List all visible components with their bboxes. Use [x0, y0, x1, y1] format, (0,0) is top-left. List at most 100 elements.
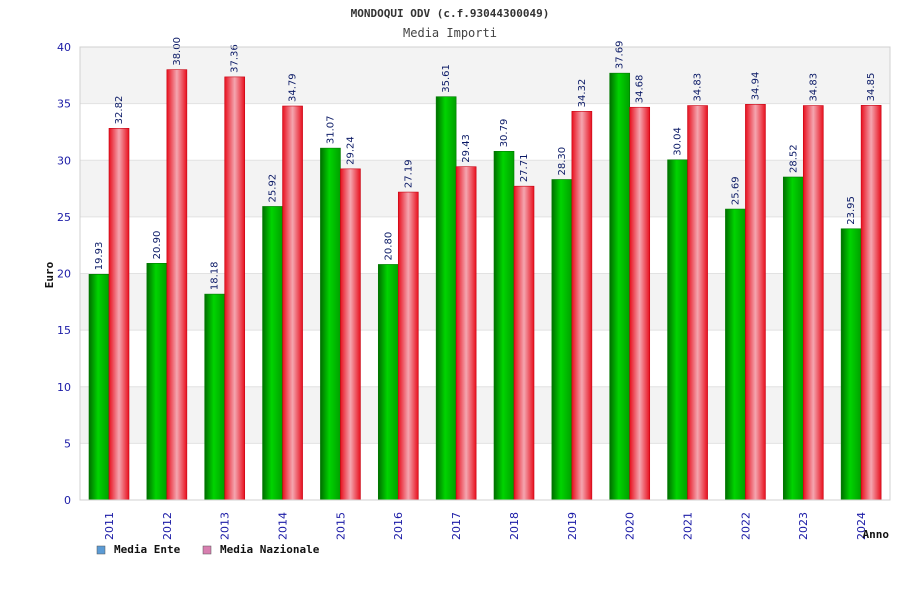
bar-media-nazionale-2019 [571, 111, 593, 501]
data-label-media-nazionale-2013: 37.36 [230, 44, 241, 73]
legend-label-media-ente: Media Ente [114, 543, 181, 556]
legend: Media Ente Media Nazionale [96, 543, 320, 556]
legend-swatch-media-nazionale [202, 545, 212, 555]
bar-media-nazionale-2012 [166, 69, 188, 501]
grid-band [80, 386, 890, 444]
bar-media-nazionale-2014 [282, 105, 303, 501]
bar-media-nazionale-2013 [224, 76, 246, 501]
x-tick-label: 2014 [277, 512, 290, 540]
y-tick-label: 25 [57, 211, 71, 224]
grid-band [80, 47, 890, 104]
x-tick-label: 2018 [508, 512, 521, 540]
bar-media-ente-2024 [840, 228, 862, 501]
bar-media-ente-2017 [435, 96, 457, 501]
data-label-media-nazionale-2024: 34.85 [866, 73, 877, 102]
bar-media-nazionale-2011 [108, 128, 130, 501]
data-label-media-ente-2024: 23.95 [846, 196, 857, 225]
x-tick-label: 2016 [392, 512, 405, 540]
data-label-media-nazionale-2019: 34.32 [577, 79, 588, 108]
x-tick-label: 2011 [103, 512, 116, 540]
x-axis-label: Anno [863, 528, 890, 541]
grid-band [80, 103, 890, 161]
bar-media-ente-2022 [725, 208, 746, 501]
chart-title: MONDOQUI ODV (c.f.93044300049) [351, 7, 550, 20]
bar-media-nazionale-2017 [455, 166, 477, 501]
bars [88, 69, 882, 501]
bar-media-nazionale-2015 [340, 168, 361, 501]
legend-swatch-media-ente [96, 545, 106, 555]
x-tick-label: 2024 [855, 512, 868, 540]
y-tick-label: 5 [64, 437, 71, 450]
data-label-media-nazionale-2023: 34.83 [808, 73, 819, 102]
y-tick-label: 30 [57, 154, 71, 167]
data-label-media-nazionale-2016: 27.19 [403, 159, 414, 188]
data-label-media-nazionale-2020: 34.68 [635, 75, 646, 104]
bar-media-ente-2011 [88, 273, 110, 501]
y-ticks: 0 5 10 15 20 25 30 35 40 [57, 41, 71, 507]
data-label-media-ente-2012: 20.90 [152, 231, 163, 260]
data-label-media-ente-2017: 35.61 [441, 64, 452, 93]
y-tick-label: 0 [64, 494, 71, 507]
bar-media-nazionale-2016 [397, 191, 419, 501]
bar-media-ente-2016 [377, 264, 399, 501]
data-label-media-ente-2023: 28.52 [788, 144, 799, 173]
data-label-media-nazionale-2014: 34.79 [288, 73, 299, 102]
bar-media-nazionale-2018 [513, 185, 535, 501]
y-axis-label: Euro [43, 261, 56, 288]
legend-label-media-nazionale: Media Nazionale [220, 543, 320, 556]
x-tick-label: 2013 [219, 512, 232, 540]
grid-band [80, 273, 890, 331]
bar-media-ente-2012 [146, 263, 168, 501]
grid-band [80, 443, 890, 500]
x-tick-label: 2019 [566, 512, 579, 540]
bar-labels: 19.93 32.82 20.90 38.00 18.18 37.36 25.92 34.79… [94, 37, 877, 290]
x-tick-label: 2021 [682, 512, 695, 540]
y-tick-label: 40 [57, 41, 71, 54]
data-label-media-ente-2022: 25.69 [730, 176, 741, 205]
x-tick-label: 2022 [739, 512, 752, 540]
data-label-media-ente-2021: 30.04 [673, 127, 684, 156]
data-label-media-ente-2018: 30.79 [499, 119, 510, 148]
data-label-media-nazionale-2017: 29.43 [461, 134, 472, 163]
x-tick-label: 2023 [797, 512, 810, 540]
bar-media-nazionale-2024 [860, 105, 882, 501]
data-label-media-ente-2020: 37.69 [615, 41, 626, 70]
grid-band [80, 216, 890, 274]
bar-media-ente-2014 [262, 206, 283, 501]
data-label-media-ente-2011: 19.93 [94, 242, 105, 271]
data-label-media-ente-2019: 28.30 [557, 147, 568, 176]
bar-media-ente-2021 [667, 159, 688, 501]
bar-media-ente-2019 [551, 179, 573, 501]
data-label-media-nazionale-2022: 34.94 [750, 72, 761, 101]
chart-subtitle: Media Importi [403, 26, 497, 40]
data-label-media-nazionale-2012: 38.00 [172, 37, 183, 66]
x-tick-label: 2015 [334, 512, 347, 540]
bar-media-ente-2023 [782, 176, 804, 501]
bar-media-ente-2013 [204, 293, 226, 501]
y-tick-label: 15 [57, 324, 71, 337]
grid-band [80, 330, 890, 387]
bar-media-nazionale-2020 [629, 106, 651, 501]
data-label-media-ente-2016: 20.80 [383, 232, 394, 261]
bar-media-ente-2015 [320, 147, 341, 501]
y-tick-label: 35 [57, 98, 71, 111]
data-label-media-nazionale-2015: 29.24 [345, 136, 356, 165]
bar-media-ente-2018 [493, 151, 515, 501]
bar-media-nazionale-2023 [802, 105, 824, 501]
data-label-media-ente-2014: 25.92 [268, 174, 279, 203]
x-tick-label: 2020 [624, 512, 637, 540]
plot-frame [79, 46, 891, 501]
data-label-media-ente-2013: 18.18 [210, 261, 221, 290]
data-label-media-nazionale-2021: 34.83 [693, 73, 704, 102]
grid-band [80, 160, 890, 217]
bar-media-nazionale-2021 [687, 105, 708, 501]
x-tick-label: 2017 [450, 512, 463, 540]
x-ticks: 2011 2012 2013 2014 2015 2016 2017 2018 2019 2020… [103, 512, 868, 540]
data-label-media-nazionale-2018: 27.71 [519, 154, 530, 183]
data-label-media-nazionale-2011: 32.82 [114, 96, 125, 125]
y-tick-label: 20 [57, 268, 71, 281]
data-label-media-ente-2015: 31.07 [325, 115, 336, 144]
x-tick-label: 2012 [161, 512, 174, 540]
bar-media-ente-2020 [609, 72, 631, 501]
